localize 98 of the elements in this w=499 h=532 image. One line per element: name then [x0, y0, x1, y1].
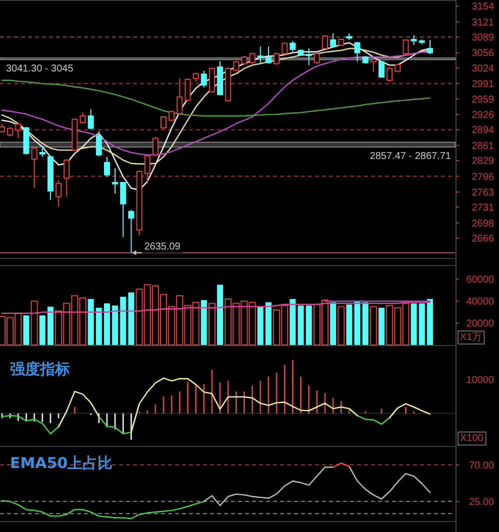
candlestick — [410, 34, 417, 46]
line-series — [1, 80, 431, 117]
bar — [370, 306, 377, 346]
candlestick — [249, 52, 256, 64]
bar — [265, 302, 272, 345]
candlestick — [144, 154, 150, 184]
y-tick-label: 3154 — [472, 2, 494, 13]
bar — [306, 306, 312, 345]
candlestick — [112, 168, 118, 194]
candlestick — [96, 130, 102, 157]
bar — [354, 301, 360, 345]
candlestick — [386, 66, 393, 82]
candlestick — [160, 115, 167, 130]
candlestick — [426, 39, 433, 55]
band-label: 3041.30 - 3045 — [6, 64, 74, 75]
bar — [96, 308, 102, 345]
y-tick-label: 2829 — [472, 156, 494, 168]
y-tick-label: 25.00 — [468, 496, 494, 508]
bar — [200, 300, 207, 345]
y-tick-label: 60000 — [466, 274, 494, 286]
candlestick — [120, 181, 126, 238]
candlestick — [152, 136, 158, 157]
candlestick — [257, 46, 264, 64]
y-tick-label: 2861 — [472, 140, 494, 152]
candlestick — [168, 110, 175, 122]
y-tick-label: 2796 — [472, 172, 494, 183]
candlestick — [314, 52, 320, 64]
bar — [47, 306, 54, 345]
candlestick — [64, 158, 70, 198]
candlestick — [15, 122, 22, 139]
bar — [410, 303, 417, 345]
candlestick — [354, 41, 360, 62]
candlestick — [282, 42, 288, 56]
bar — [112, 306, 118, 345]
y-tick-label: 40000 — [466, 296, 494, 308]
line-series — [1, 302, 431, 314]
candlestick — [31, 147, 38, 189]
annotation: 2635.09 — [144, 242, 181, 253]
bar — [23, 315, 30, 345]
y-tick-label: 2698 — [472, 218, 494, 230]
chart-title: 强度指标 — [10, 360, 70, 378]
candlestick — [184, 78, 191, 102]
bar — [120, 296, 126, 345]
y-tick-label: 3089 — [472, 32, 494, 44]
candlestick — [200, 70, 207, 88]
y-tick-label: 3056 — [472, 48, 494, 60]
y-tick-label: 20000 — [466, 318, 494, 330]
y-tick-label: 2731 — [472, 202, 494, 214]
bar — [217, 284, 224, 345]
candlestick — [322, 34, 328, 50]
band-label: 2857.47 - 2867.71 — [370, 151, 452, 162]
candlestick — [265, 46, 272, 64]
y-tick-label: 2991 — [472, 79, 494, 90]
candlestick — [104, 156, 110, 178]
y-tick-label: 2894 — [472, 125, 494, 136]
bar — [104, 303, 110, 345]
candlestick — [39, 145, 46, 158]
bar — [39, 315, 46, 345]
bar — [208, 302, 216, 346]
bar — [88, 298, 94, 345]
text: X100 — [460, 433, 484, 444]
candlestick — [233, 60, 240, 72]
bar — [30, 300, 38, 346]
candlestick — [290, 40, 296, 52]
bar — [418, 303, 425, 345]
candlestick — [402, 38, 409, 56]
bar — [346, 304, 352, 345]
candlestick — [306, 48, 312, 66]
y-tick-label: 2666 — [472, 234, 494, 245]
bar — [362, 302, 368, 345]
bar — [290, 298, 296, 345]
candlestick — [330, 32, 336, 48]
candlestick — [378, 60, 385, 78]
bar — [378, 308, 385, 345]
bar — [298, 306, 304, 345]
candlestick — [176, 78, 183, 116]
bar — [257, 306, 264, 345]
y-tick-label: 3121 — [472, 17, 494, 28]
y-tick-label: 2763 — [472, 187, 494, 198]
bar — [128, 292, 134, 345]
candlestick — [56, 180, 62, 208]
text: X1万 — [460, 332, 482, 343]
candlestick — [192, 72, 199, 82]
candlestick — [88, 108, 94, 130]
y-tick-label: 70.00 — [468, 460, 494, 472]
line-series — [1, 500, 205, 520]
bar — [330, 302, 336, 345]
candlestick — [274, 52, 280, 66]
bar — [426, 298, 433, 345]
bar — [338, 306, 345, 346]
y-tick-label: 3024 — [472, 63, 494, 74]
y-tick-label: 2926 — [472, 110, 494, 122]
text: EMA50上占比 — [10, 454, 113, 472]
text: 10000 — [466, 375, 494, 386]
candlestick — [80, 112, 86, 124]
candlestick — [370, 58, 376, 72]
y-tick-label: 2959 — [472, 94, 494, 106]
candlestick — [208, 66, 215, 94]
